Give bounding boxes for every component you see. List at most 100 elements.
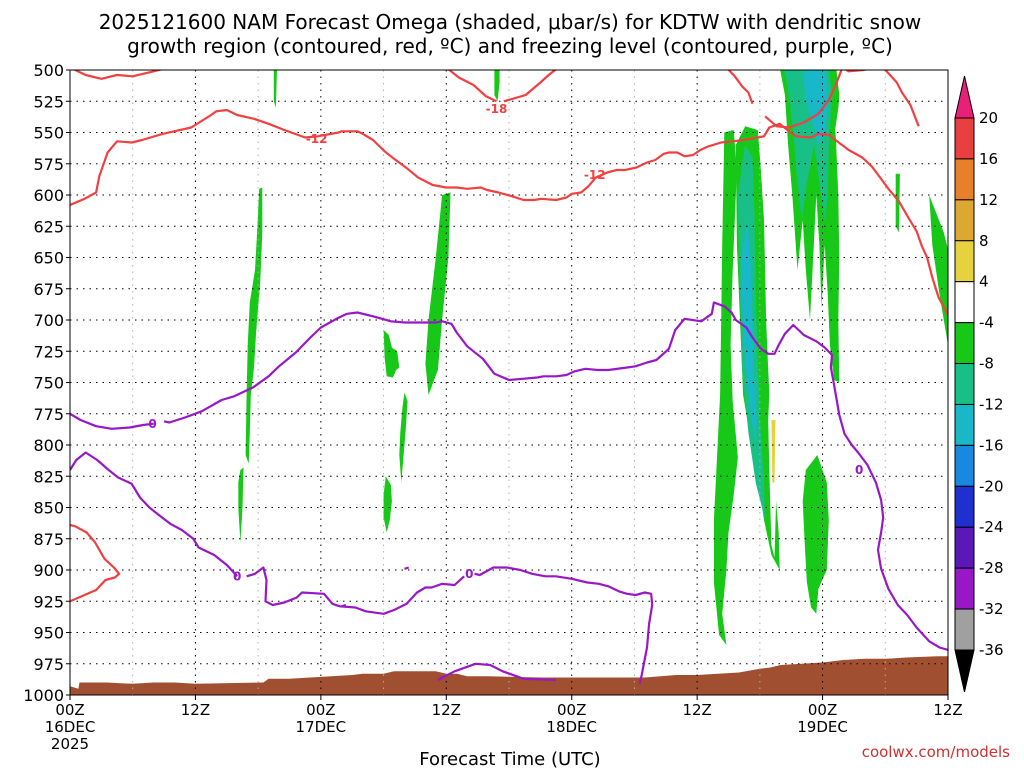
x-tick-label-0-2: 2025: [51, 735, 89, 753]
y-tick-label-1000: 1000: [23, 686, 64, 705]
contour-label-5: 0: [465, 567, 473, 581]
freezing-contour-2: [70, 451, 239, 578]
y-tick-label-850: 850: [33, 499, 64, 518]
colorbar-bin-12: [954, 608, 975, 651]
x-tick-label-48-1: 18DEC: [546, 718, 597, 736]
x-tick-label-60-0: 12Z: [682, 701, 711, 719]
omega-region-5: [383, 476, 392, 533]
omega-region-3: [273, 70, 277, 108]
y-tick-label-675: 675: [33, 280, 64, 299]
omega-region-7: [425, 192, 451, 395]
colorbar-bin-6: [954, 363, 975, 405]
colorbar-label-6: -8: [979, 355, 994, 373]
x-tick-label-24-0: 00Z: [306, 701, 335, 719]
freezing-contour-3: [246, 566, 465, 615]
colorbar-label-13: -36: [979, 641, 1004, 659]
omega-region-6: [399, 392, 408, 483]
colorbar-bin-4: [954, 281, 975, 324]
x-tick-label-36-0: 12Z: [432, 701, 461, 719]
colorbar-bin-11: [954, 567, 975, 610]
colorbar-bin-2: [954, 199, 975, 242]
freezing-contour-5: [437, 662, 557, 682]
omega-region-0: [82, 70, 138, 308]
freezing-contour-0: [70, 412, 154, 430]
omega-region-9: [494, 70, 500, 102]
dgz-contour-3: [727, 70, 754, 105]
freezing-contour-6: [341, 603, 347, 608]
dgz-contour-1: [447, 70, 497, 103]
colorbar-label-12: -32: [979, 600, 1004, 618]
colorbar-bin-1: [954, 158, 975, 201]
colorbar-bin-8: [954, 444, 975, 487]
omega-region-20: [835, 85, 850, 220]
colorbar-bin-10: [954, 526, 975, 569]
x-tick-label-24-1: 17DEC: [296, 718, 347, 736]
x-tick-label-0-0: 00Z: [55, 701, 84, 719]
omega-region-16: [802, 70, 828, 145]
y-tick-label-925: 925: [33, 592, 64, 611]
colorbar-label-3: 8: [979, 232, 989, 250]
x-tick-label-0-1: 16DEC: [45, 718, 96, 736]
omega-region-22: [858, 501, 862, 545]
chart-subtitle: growth region (contoured, red, ºC) and f…: [127, 34, 893, 58]
dgz-contour-7: [70, 108, 948, 318]
chart-title: 2025121600 NAM Forecast Omega (shaded, μ…: [99, 10, 922, 34]
x-tick-label-72-0: 00Z: [808, 701, 837, 719]
colorbar-label-11: -28: [979, 559, 1004, 577]
colorbar-label-10: -24: [979, 518, 1004, 536]
omega-region-4: [383, 330, 400, 378]
y-tick-label-900: 900: [33, 561, 64, 580]
dgz-contour-8: [70, 523, 121, 603]
omega-shading-layer: [82, 70, 948, 645]
y-tick-label-625: 625: [33, 217, 64, 236]
colorbar-bin-7: [954, 403, 975, 446]
contour-label-3: 0: [148, 417, 156, 431]
contour-label-0: -12: [306, 132, 328, 146]
colorbar-bin-9: [954, 485, 975, 528]
x-tick-label-48-0: 00Z: [557, 701, 586, 719]
omega-region-10: [713, 130, 738, 645]
omega-region-21: [702, 507, 706, 602]
contour-label-6: 0: [855, 463, 863, 477]
y-tick-label-575: 575: [33, 155, 64, 174]
omega-region-19: [771, 420, 776, 483]
colorbar-bin-3: [954, 240, 975, 283]
y-tick-label-525: 525: [33, 92, 64, 111]
plot-area: -12 -18 -12 0 0 0 0: [70, 70, 948, 695]
dgz-contours: [70, 70, 948, 603]
freezing-contour-7: [404, 566, 410, 570]
colorbar-label-8: -16: [979, 436, 1004, 454]
colorbar-label-4: 4: [979, 273, 989, 291]
colorbar-label-0: 20: [979, 109, 998, 127]
contour-label-1: -18: [486, 102, 508, 116]
y-tick-label-500: 500: [33, 61, 64, 80]
y-tick-label-775: 775: [33, 405, 64, 424]
contour-label-4: 0: [233, 569, 241, 583]
colorbar-label-9: -20: [979, 477, 1004, 495]
dgz-contour-5: [844, 70, 869, 73]
colorbar-top-arrow: [954, 75, 975, 119]
dgz-contour-6: [883, 70, 920, 127]
y-tick-label-700: 700: [33, 311, 64, 330]
dgz-contour-0: [72, 70, 164, 80]
contour-labels: -12 -18 -12 0 0 0 0: [148, 102, 863, 584]
y-tick-label-975: 975: [33, 655, 64, 674]
colorbar: 20 16 12 8 4 -4 -8 -12 -16 -20 -24 -28 -32 -36: [954, 75, 1004, 693]
colorbar-label-5: -4: [979, 314, 994, 332]
omega-region-1: [245, 187, 263, 464]
colorbar-label-2: 12: [979, 191, 998, 209]
y-tick-label-800: 800: [33, 436, 64, 455]
y-tick-label-950: 950: [33, 624, 64, 643]
freezing-contour-1: [163, 301, 948, 651]
colorbar-bin-0: [954, 117, 975, 160]
contour-label-2: -12: [584, 168, 606, 182]
omega-region-8: [493, 245, 497, 308]
dgz-contour-4: [764, 70, 843, 129]
y-tick-label-600: 600: [33, 186, 64, 205]
freezing-contour-4: [474, 566, 654, 685]
credit-text: coolwx.com/models: [862, 743, 1010, 761]
dgz-contour-2: [503, 70, 558, 103]
omega-region-17: [802, 455, 829, 614]
y-tick-label-750: 750: [33, 374, 64, 393]
